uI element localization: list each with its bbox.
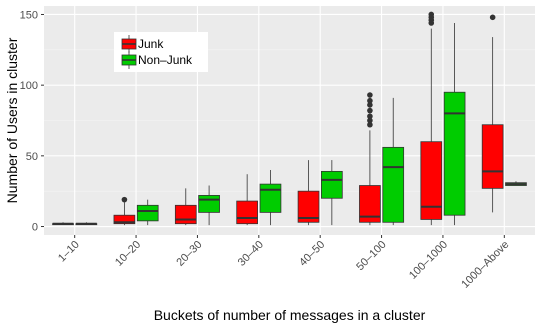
box-junk — [236, 174, 258, 226]
box-iqr — [198, 195, 220, 213]
outlier-point — [428, 11, 435, 18]
x-axis-title: Buckets of number of messages in a clust… — [154, 307, 426, 323]
box-non-junk — [259, 169, 282, 226]
box-junk — [174, 188, 197, 226]
legend: Junk Non–Junk — [114, 32, 208, 72]
outlier-point — [121, 196, 128, 203]
box-iqr — [321, 170, 343, 199]
outlier-point — [367, 113, 373, 120]
box-iqr — [420, 141, 443, 220]
outlier-point — [367, 117, 373, 124]
gridlines — [44, 6, 535, 235]
y-axis: 0 50 100 150 — [20, 9, 44, 234]
box-iqr — [359, 185, 381, 223]
box-junk — [52, 222, 74, 226]
box-series — [52, 11, 527, 226]
y-tick-label: 150 — [20, 9, 38, 21]
y-axis-title: Number of Users in cluster — [4, 37, 20, 203]
legend-key — [121, 35, 137, 53]
box-iqr — [382, 146, 405, 223]
box-junk — [420, 11, 443, 226]
box-iqr — [113, 214, 136, 225]
box-junk — [359, 92, 381, 226]
box-non-junk — [75, 222, 98, 226]
y-tick-label: 50 — [26, 151, 38, 163]
box-non-junk — [505, 181, 527, 186]
box-non-junk — [443, 22, 466, 226]
box-iqr — [297, 190, 320, 223]
box-iqr — [259, 183, 282, 213]
box-iqr — [443, 91, 466, 216]
box-iqr — [136, 204, 159, 222]
box-iqr — [174, 204, 197, 225]
outlier-point — [367, 97, 373, 104]
legend-label: Junk — [138, 37, 164, 51]
box-non-junk — [382, 97, 405, 226]
outlier-point — [367, 121, 373, 128]
outlier-point — [489, 14, 496, 21]
box-non-junk — [136, 199, 159, 226]
y-tick-label: 100 — [20, 80, 38, 92]
legend-label: Non–Junk — [138, 53, 193, 67]
box-iqr — [481, 124, 504, 189]
box-non-junk — [198, 185, 220, 226]
box-junk — [481, 14, 504, 213]
box-iqr — [236, 200, 258, 225]
box-junk — [297, 160, 320, 226]
outlier-point — [367, 102, 373, 108]
outlier-point — [367, 92, 373, 98]
box-non-junk — [321, 160, 343, 226]
y-tick-label: 0 — [32, 222, 38, 234]
box-junk — [113, 196, 136, 226]
outlier-point — [367, 107, 373, 114]
legend-key — [121, 51, 137, 69]
